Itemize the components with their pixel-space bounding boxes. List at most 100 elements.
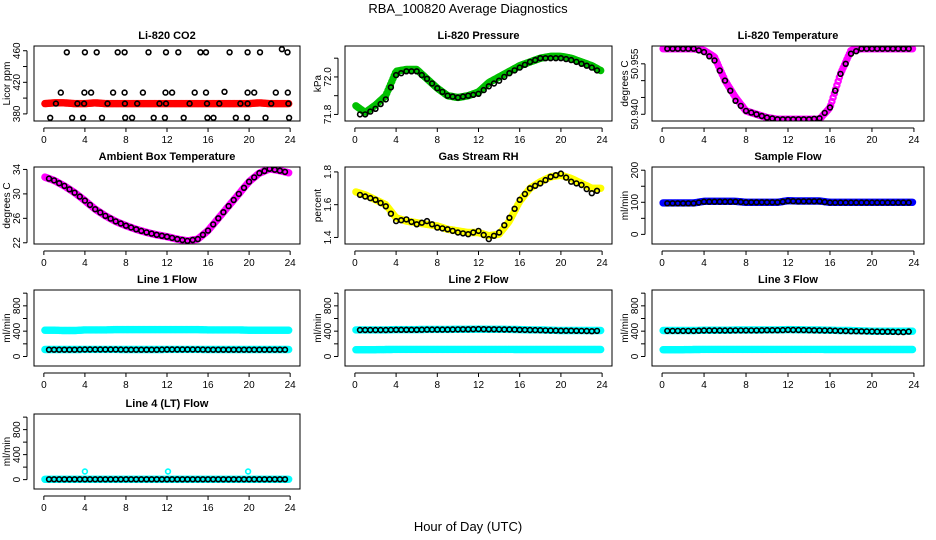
x-tick-label: 24 [597, 258, 609, 269]
data-point [76, 193, 84, 200]
data-point [516, 196, 523, 204]
data-point [251, 89, 258, 96]
plot-frame [33, 166, 301, 245]
data-point [180, 114, 187, 121]
data-points [41, 468, 293, 483]
x-axis: 0 4 8 12 16 20 24 [659, 372, 920, 391]
data-point [117, 220, 125, 227]
series-average [47, 46, 293, 121]
data-point [268, 100, 275, 107]
x-tick-label: 4 [82, 503, 88, 514]
data-point [905, 199, 912, 206]
y-axis: 0 400 800 [12, 416, 28, 482]
data-point [285, 100, 292, 107]
panel-title: Li-820 Temperature [738, 30, 839, 42]
data-point [562, 174, 570, 181]
data-point [382, 203, 389, 210]
data-points [352, 170, 605, 243]
data-point [81, 89, 88, 96]
data-point [81, 468, 89, 475]
y-tick-label: 400 [12, 322, 23, 339]
data-point [578, 60, 585, 67]
data-point [220, 209, 227, 216]
data-point [87, 89, 95, 96]
x-tick-label: 0 [352, 135, 358, 146]
data-point [597, 66, 605, 75]
x-tick-label: 0 [41, 135, 47, 146]
data-point [506, 214, 513, 222]
data-point [826, 104, 834, 111]
data-point [597, 345, 605, 354]
data-point [81, 197, 89, 204]
x-axis: 0 4 8 12 16 20 24 [41, 495, 296, 514]
panel-title: Line 3 Flow [758, 274, 818, 286]
data-point [403, 216, 410, 223]
panel-title: Li-820 Pressure [438, 30, 520, 42]
x-tick-label: 24 [908, 135, 920, 146]
data-point [847, 50, 855, 57]
y-axis-label: kPa [313, 74, 324, 92]
x-tick-label: 8 [435, 258, 441, 269]
data-point [583, 185, 590, 193]
plot-frame [33, 289, 301, 367]
data-point [695, 47, 702, 54]
y-tick-label: 400 [12, 446, 23, 463]
data-point [732, 97, 739, 105]
data-point [531, 56, 539, 64]
x-tick-label: 8 [435, 380, 441, 391]
data-point [97, 209, 104, 216]
data-point [475, 90, 482, 98]
data-point [583, 62, 590, 69]
y-axis-label: degrees C [2, 182, 13, 228]
data-point [506, 69, 513, 77]
data-point [156, 100, 163, 107]
x-tick-label: 4 [82, 380, 88, 391]
panel-li-820-pressure: Li-820 Pressure kPa 0 4 8 12 16 20 24 71.8 72.0 [313, 30, 613, 146]
data-point [737, 102, 744, 110]
x-tick-label: 8 [743, 380, 749, 391]
data-point [55, 180, 63, 187]
y-axis-label: Licor ppm [2, 62, 13, 106]
data-point [362, 111, 369, 118]
data-point [382, 96, 389, 103]
data-point [261, 167, 268, 175]
data-point [93, 49, 100, 56]
y-tick-label: 0 [12, 476, 23, 482]
data-point [449, 227, 456, 235]
data-point [475, 227, 482, 235]
x-tick-label: 12 [473, 258, 485, 269]
x-tick-label: 12 [473, 135, 485, 146]
data-point [521, 61, 529, 69]
x-tick-label: 12 [782, 135, 794, 146]
x-tick-label: 24 [597, 380, 609, 391]
data-point [164, 468, 172, 475]
data-point [278, 46, 286, 53]
data-point [168, 89, 176, 96]
data-point [439, 88, 446, 96]
data-point [284, 49, 291, 56]
data-point [367, 108, 374, 115]
x-tick-label: 4 [393, 380, 399, 391]
data-point [162, 100, 170, 107]
x-tick-label: 0 [659, 258, 665, 269]
data-point [367, 194, 374, 202]
data-point [79, 114, 87, 121]
y-tick-label: 30 [12, 188, 23, 200]
y-tick-label: 800 [323, 297, 334, 314]
data-point [221, 88, 228, 96]
data-point [501, 73, 508, 81]
data-point [203, 100, 211, 107]
data-point [281, 346, 289, 353]
y-tick-label: 460 [12, 42, 23, 59]
data-point [128, 114, 136, 121]
y-tick-label: 0 [630, 353, 641, 359]
data-point [567, 178, 575, 185]
data-point [145, 49, 152, 56]
x-tick-label: 24 [908, 258, 920, 269]
x-tick-label: 8 [123, 135, 129, 146]
data-points [352, 325, 605, 354]
x-tick-label: 16 [824, 258, 836, 269]
data-points [659, 325, 917, 354]
data-point [57, 89, 64, 96]
data-point [423, 217, 431, 225]
